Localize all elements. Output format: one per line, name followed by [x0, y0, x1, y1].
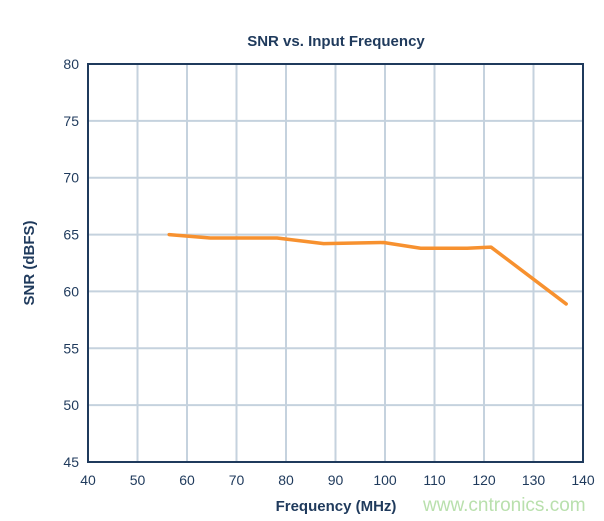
chart-title: SNR vs. Input Frequency	[247, 33, 425, 50]
y-tick-label: 45	[63, 454, 79, 470]
y-tick-label: 60	[63, 283, 79, 299]
x-tick-label: 70	[229, 472, 245, 488]
tick-labels: 40 50 60 70 80 90 100 110 120 130 140 45 50 55 60 65 70 7…	[63, 56, 594, 488]
x-tick-label: 140	[571, 472, 595, 488]
series	[167, 232, 568, 306]
y-tick-label: 50	[63, 397, 79, 413]
x-tick-label: 100	[373, 472, 397, 488]
y-tick-label: 65	[63, 227, 79, 243]
x-tick-label: 60	[179, 472, 195, 488]
x-axis-label: Frequency (MHz)	[276, 498, 397, 515]
y-tick-label: 80	[63, 56, 79, 72]
plot-frame	[87, 63, 584, 463]
x-tick-label: 110	[423, 472, 446, 488]
x-tick-label: 40	[80, 472, 96, 488]
series-line	[167, 232, 568, 306]
grid	[87, 63, 584, 463]
y-tick-label: 55	[63, 340, 79, 356]
y-tick-label: 75	[63, 113, 79, 129]
x-tick-label: 50	[130, 472, 146, 488]
x-tick-label: 130	[522, 472, 546, 488]
watermark: www.cntronics.com	[422, 495, 586, 516]
x-tick-label: 90	[328, 472, 344, 488]
x-tick-label: 80	[278, 472, 294, 488]
x-tick-label: 120	[472, 472, 496, 488]
y-axis-label: SNR (dBFS)	[21, 221, 38, 306]
y-tick-label: 70	[63, 170, 79, 186]
